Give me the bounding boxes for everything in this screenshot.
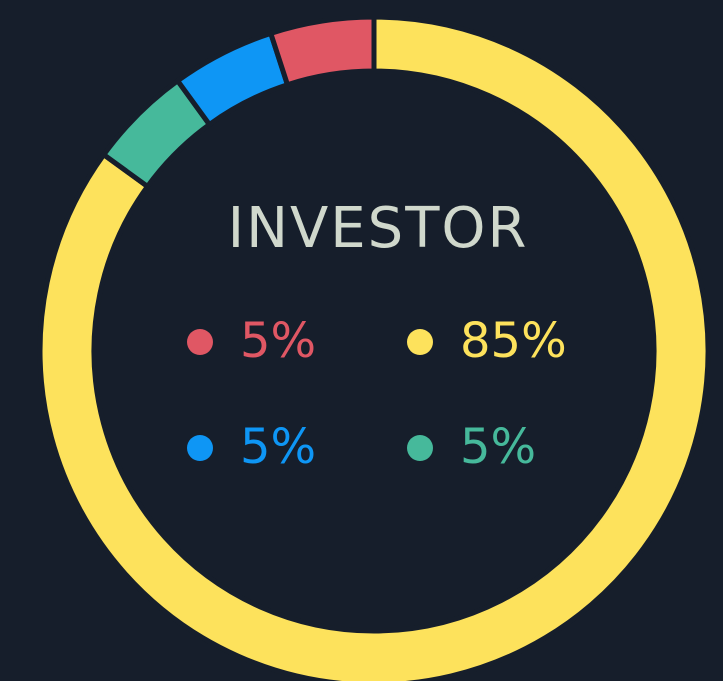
value-label: 5%	[240, 419, 316, 475]
donut-segment	[37, 14, 711, 681]
value-label: 5%	[460, 419, 536, 475]
legend-dot	[187, 329, 213, 355]
donut-segment	[267, 14, 377, 88]
legend-dot	[407, 435, 433, 461]
value-label: 5%	[240, 313, 316, 369]
chart-title: INVESTOR	[228, 196, 529, 261]
legend-dot	[407, 329, 433, 355]
legend-dot	[187, 435, 213, 461]
value-label: 85%	[460, 313, 567, 369]
